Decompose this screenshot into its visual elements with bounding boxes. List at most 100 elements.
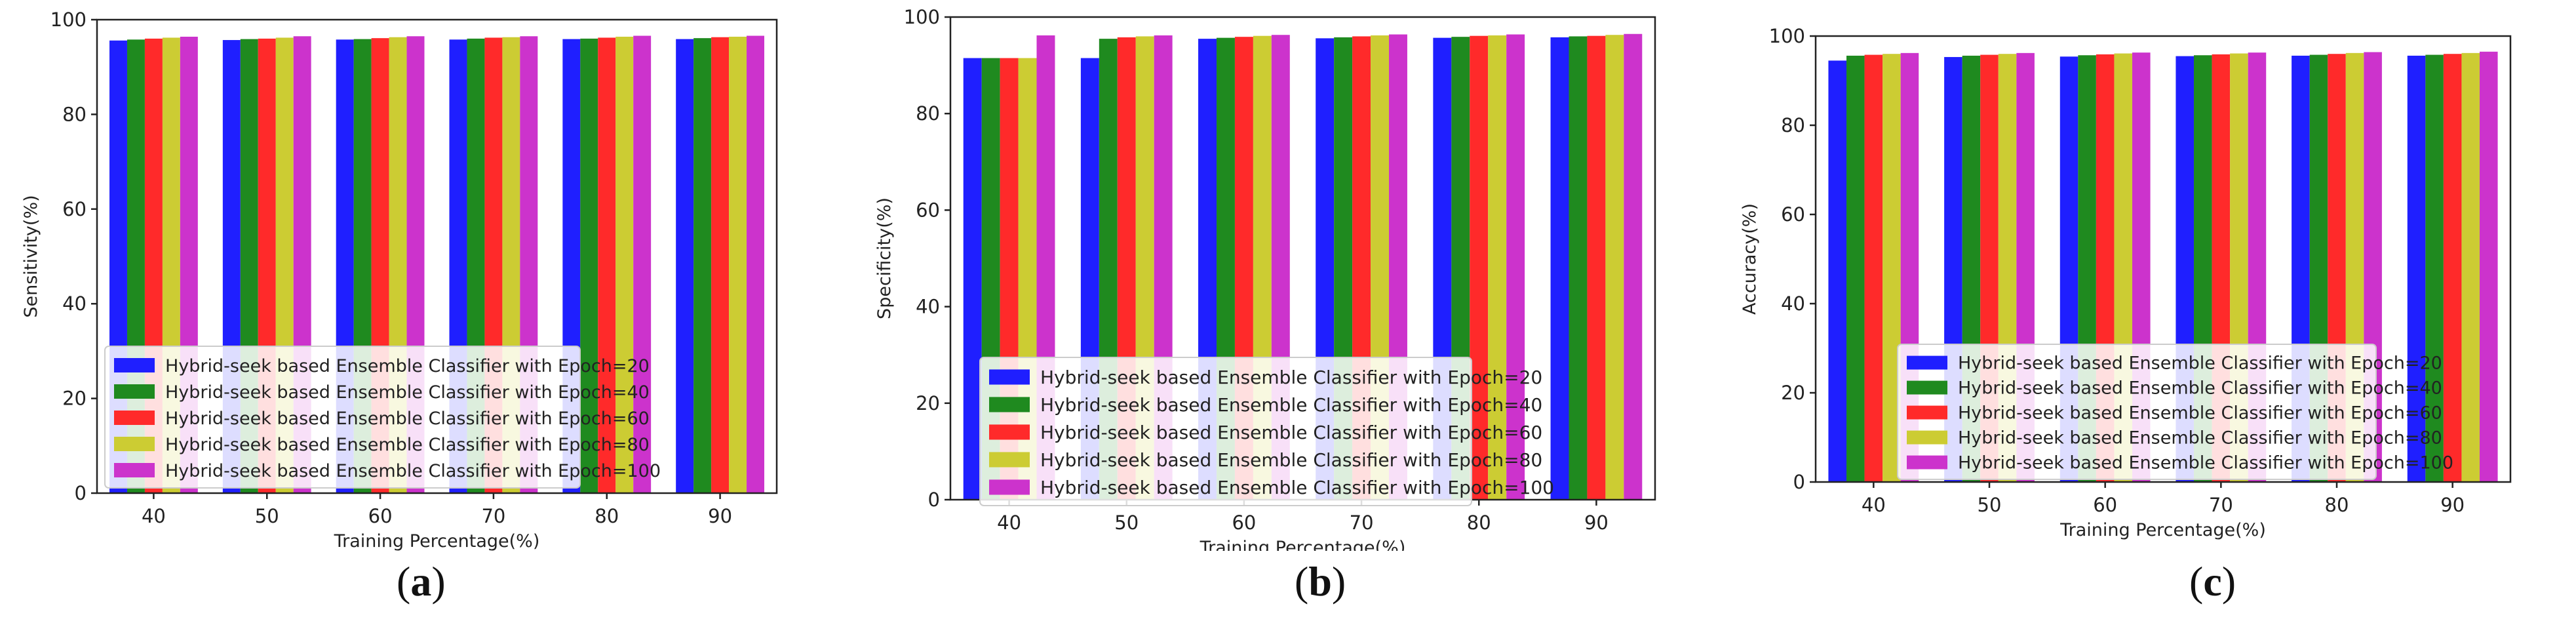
x-tick-label: 90	[708, 505, 732, 527]
chart-panel-c: 0 20 40 60 80 100 40 50 60 70 80 90 Training Percent…	[1740, 25, 2512, 540]
bar-90-series-1	[2407, 55, 2426, 483]
x-tick-label: 60	[2093, 494, 2117, 516]
caption-a: (a)	[397, 558, 446, 605]
legend-label: Hybrid-seek based Ensemble Classifier wi…	[165, 356, 650, 376]
y-tick-label: 100	[50, 9, 87, 31]
x-tick-label: 60	[368, 505, 393, 527]
bar-80-series-4	[1488, 35, 1507, 500]
y-tick-label: 60	[1781, 203, 1805, 226]
legend-swatch	[989, 479, 1030, 495]
legend-swatch	[1907, 380, 1947, 395]
x-tick-label: 50	[1978, 494, 2002, 516]
bar-90-series-4	[1605, 35, 1624, 500]
legend-swatch	[1907, 430, 1947, 445]
legend-label: Hybrid-seek based Ensemble Classifier wi…	[1040, 449, 1542, 471]
legend-label: Hybrid-seek based Ensemble Classifier wi…	[1958, 403, 2442, 423]
bar-90-series-1	[676, 39, 694, 494]
bar-40-series-2	[1846, 55, 1865, 483]
x-tick-label: 70	[1350, 512, 1374, 534]
legend-label: Hybrid-seek based Ensemble Classifier wi…	[1958, 452, 2453, 473]
x-tick-label: 40	[997, 512, 1021, 534]
legend-label: Hybrid-seek based Ensemble Classifier wi…	[1040, 477, 1554, 498]
plot-frame	[1814, 35, 2512, 483]
legend-label: Hybrid-seek based Ensemble Classifier wi…	[165, 435, 650, 455]
x-axis-label: Training Percentage(%)	[334, 531, 540, 551]
y-axis-label: Accuracy(%)	[1740, 203, 1760, 315]
legend-box	[979, 357, 1472, 506]
legend-swatch	[114, 437, 155, 451]
caption-b: (b)	[1295, 558, 1346, 605]
y-tick-label: 100	[1769, 25, 1805, 47]
caption-c-letter: c	[2203, 558, 2222, 605]
x-axis-label: Training Percentage(%)	[1200, 538, 1406, 551]
y-tick-label: 20	[1781, 382, 1805, 404]
bar-90-series-3	[1587, 35, 1606, 500]
legend-swatch	[114, 358, 155, 372]
bar-80-series-5	[633, 35, 652, 494]
caption-c: (c)	[2189, 558, 2236, 605]
legend-swatch	[114, 463, 155, 477]
y-tick-label: 40	[916, 296, 940, 318]
x-tick-label: 70	[2209, 494, 2233, 516]
bar-80-series-5	[1506, 34, 1525, 500]
y-tick-label: 80	[62, 103, 87, 125]
y-tick-label: 0	[1793, 471, 1805, 493]
x-tick-label: 90	[2440, 494, 2465, 516]
bar-40-series-1	[1828, 60, 1846, 482]
legend-swatch	[989, 452, 1030, 468]
x-tick-label: 80	[1467, 512, 1491, 534]
bar-90-series-4	[2461, 52, 2480, 483]
bar-90-series-3	[2443, 54, 2462, 482]
x-tick-label: 90	[1584, 512, 1609, 534]
legend-swatch	[114, 411, 155, 425]
y-tick-label: 60	[62, 198, 87, 220]
y-tick-label: 0	[928, 489, 940, 511]
chart-panel-a: 0 20 40 60 80 100 40 50 60 70 80 90 Training Percent…	[21, 9, 778, 551]
legend-label: Hybrid-seek based Ensemble Classifier wi…	[1040, 394, 1542, 416]
legend-swatch	[1907, 455, 1947, 470]
y-tick-label: 60	[916, 199, 940, 221]
y-tick-label: 40	[62, 292, 87, 315]
caption-a-letter: a	[410, 558, 432, 605]
y-tick-label: 20	[916, 392, 940, 414]
x-tick-label: 60	[1232, 512, 1256, 534]
x-tick-label: 40	[142, 505, 166, 527]
legend-label: Hybrid-seek based Ensemble Classifier wi…	[165, 409, 650, 429]
bar-40-series-3	[1864, 54, 1883, 482]
caption-b-letter: b	[1308, 558, 1332, 605]
x-tick-label: 50	[1114, 512, 1139, 534]
x-tick-label: 50	[255, 505, 279, 527]
y-tick-label: 80	[916, 102, 940, 125]
legend-swatch	[989, 397, 1030, 412]
legend-box	[104, 346, 581, 489]
legend-swatch	[1907, 355, 1947, 370]
y-tick-label: 100	[904, 6, 940, 28]
bar-90-series-1	[1550, 37, 1569, 500]
y-tick-label: 80	[1781, 114, 1805, 136]
legend-label: Hybrid-seek based Ensemble Classifier wi…	[1040, 367, 1542, 388]
y-tick-label: 20	[62, 388, 87, 410]
legend-swatch	[989, 369, 1030, 385]
bar-80-series-4	[615, 36, 634, 494]
x-tick-label: 80	[2325, 494, 2349, 516]
y-tick-label: 40	[1781, 292, 1805, 315]
legend-label: Hybrid-seek based Ensemble Classifier wi…	[165, 382, 650, 403]
bar-80-series-3	[1470, 35, 1489, 500]
bar-40-series-1	[963, 58, 982, 500]
bar-80-series-3	[598, 37, 616, 493]
legend-swatch	[114, 384, 155, 399]
legend-swatch	[989, 424, 1030, 440]
y-axis-label: Sensitivity(%)	[21, 195, 41, 317]
legend-swatch	[1907, 405, 1947, 420]
legend-label: Hybrid-seek based Ensemble Classifier wi…	[1958, 378, 2442, 398]
bar-90-series-5	[2480, 51, 2498, 483]
bar-90-series-2	[1569, 36, 1588, 500]
bar-90-series-3	[711, 37, 730, 493]
legend-box	[1897, 344, 2377, 480]
x-tick-label: 40	[1862, 494, 1886, 516]
x-tick-label: 70	[481, 505, 505, 527]
x-tick-label: 80	[595, 505, 619, 527]
y-tick-label: 0	[75, 482, 87, 504]
bar-90-series-2	[2425, 54, 2444, 482]
